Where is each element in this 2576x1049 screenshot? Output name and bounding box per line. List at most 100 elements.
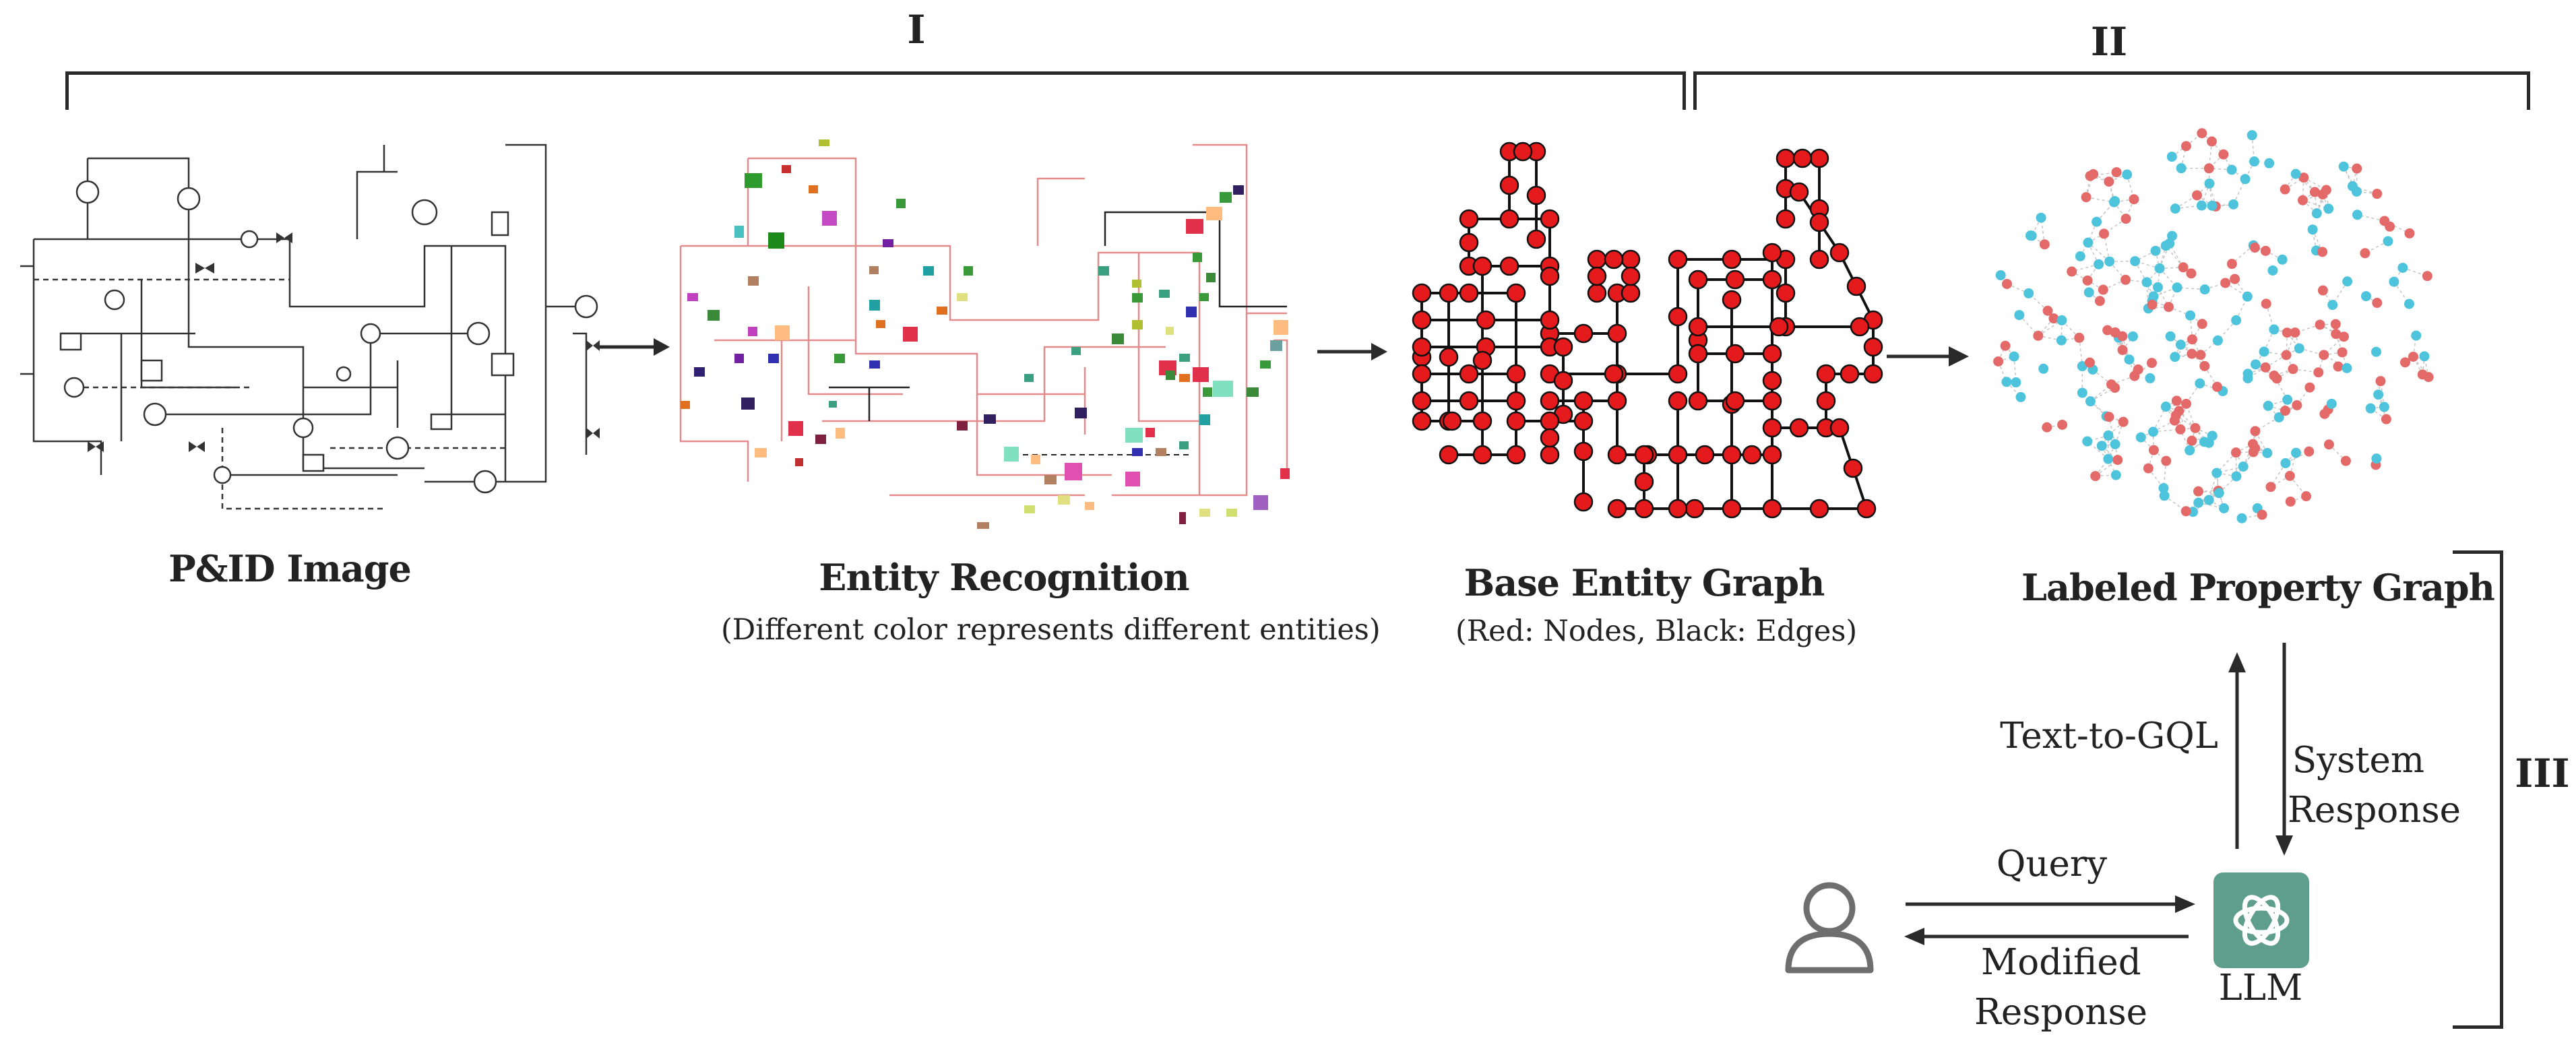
property-graph-node	[2280, 406, 2290, 416]
graph-node	[1856, 499, 1877, 519]
property-graph-node	[2145, 373, 2156, 383]
property-graph-node	[2247, 439, 2258, 449]
property-graph-node	[2230, 447, 2241, 458]
property-graph-node	[2161, 455, 2172, 466]
property-graph-node	[2196, 200, 2207, 211]
graph-node	[1846, 276, 1866, 296]
graph-node	[1540, 310, 1560, 330]
property-graph-node	[2371, 346, 2382, 357]
property-graph-node	[2211, 468, 2222, 478]
graph-node	[1540, 428, 1560, 448]
property-graph-node	[2269, 324, 2280, 335]
llm-label: LLM	[2218, 967, 2303, 1009]
property-graph-node	[2342, 276, 2353, 287]
graph-node	[1840, 364, 1860, 384]
query-label: Query	[1996, 844, 2108, 885]
graph-node	[1499, 175, 1519, 195]
graph-node	[1506, 364, 1526, 384]
property-graph-node	[2081, 192, 2092, 203]
graph-node	[1809, 249, 1829, 269]
graph-node	[1472, 350, 1493, 371]
property-graph-node	[2383, 236, 2393, 247]
arrow-base-to-property-graph	[1887, 346, 1969, 367]
graph-node	[1668, 307, 1688, 327]
graph-node	[1442, 411, 1462, 431]
graph-node	[1722, 499, 1742, 519]
base-entity-graph	[1412, 141, 1883, 519]
graph-node	[1762, 445, 1782, 465]
graph-node	[1607, 445, 1627, 465]
system-response-label-line2: Response	[2288, 790, 2461, 831]
property-graph-node	[2103, 453, 2114, 464]
property-graph-node	[2204, 178, 2215, 189]
property-graph-node	[2242, 291, 2253, 302]
property-graph-node	[2219, 503, 2230, 513]
graph-node	[1587, 283, 1607, 303]
graph-node	[1412, 364, 1432, 384]
property-graph-node	[2262, 447, 2273, 458]
property-graph-node	[2260, 245, 2271, 256]
llm-icon	[2213, 872, 2309, 968]
property-graph-node	[2213, 488, 2224, 499]
property-graph-node	[2099, 228, 2110, 239]
property-graph-node	[2280, 184, 2290, 195]
user-icon	[1785, 882, 1874, 974]
property-graph-node	[2207, 431, 2218, 441]
property-graph-node	[2288, 364, 2298, 375]
property-graph-node	[2251, 359, 2261, 370]
graph-node	[1776, 209, 1796, 229]
property-graph-node	[2160, 402, 2171, 412]
property-graph-node	[2236, 513, 2247, 523]
property-graph-node	[2264, 158, 2275, 168]
property-graph-node	[2096, 441, 2107, 451]
property-graph-node	[2315, 319, 2325, 330]
property-graph-node	[2118, 416, 2129, 427]
property-graph-node	[2159, 490, 2170, 501]
property-graph-node	[2129, 371, 2140, 381]
graph-node	[1722, 290, 1742, 310]
property-graph-node	[2082, 275, 2093, 286]
property-graph-node	[2077, 361, 2087, 372]
property-graph-node	[2263, 400, 2273, 411]
property-graph-node	[2102, 325, 2113, 336]
graph-node	[1725, 269, 1745, 290]
property-graph-node	[2170, 203, 2180, 214]
property-graph-node	[2001, 377, 2012, 387]
graph-node	[1412, 337, 1432, 357]
pid-image-title: P&ID Image	[168, 547, 412, 590]
property-graph-node	[2313, 367, 2324, 378]
property-graph-node	[2148, 445, 2159, 455]
property-graph-node	[2180, 141, 2191, 152]
property-graph-node	[2333, 361, 2344, 372]
property-graph-node	[2342, 362, 2352, 373]
graph-node	[1809, 148, 1829, 168]
property-graph-node	[2152, 282, 2163, 292]
property-graph-node	[2247, 130, 2257, 141]
graph-node	[1553, 371, 1573, 391]
graph-node	[1621, 283, 1641, 303]
property-graph-node	[2265, 482, 2276, 492]
property-graph-node	[2282, 327, 2292, 338]
property-graph-node	[2195, 350, 2206, 360]
property-graph-node	[2304, 382, 2315, 393]
graph-node	[1863, 364, 1883, 384]
property-graph-node	[2000, 340, 2011, 351]
property-graph-node	[2158, 482, 2169, 493]
property-graph-node	[2026, 230, 2037, 241]
system-response-label-line1: System	[2292, 740, 2425, 781]
property-graph-node	[2150, 245, 2161, 256]
property-graph-node	[2085, 170, 2096, 181]
graph-node	[1762, 499, 1782, 519]
property-graph-node	[2094, 296, 2105, 307]
property-graph-node	[2249, 156, 2260, 167]
section-ii-label: II	[2090, 19, 2128, 65]
base-entity-graph-title: Base Entity Graph	[1464, 561, 1825, 604]
graph-node	[1621, 249, 1641, 269]
property-graph-node	[2193, 497, 2204, 508]
graph-node	[1776, 283, 1796, 303]
graph-node	[1604, 249, 1624, 269]
property-graph-node	[2185, 310, 2196, 321]
property-graph-node	[2130, 256, 2141, 267]
graph-node	[1412, 391, 1432, 411]
property-graph-node	[2323, 439, 2334, 450]
